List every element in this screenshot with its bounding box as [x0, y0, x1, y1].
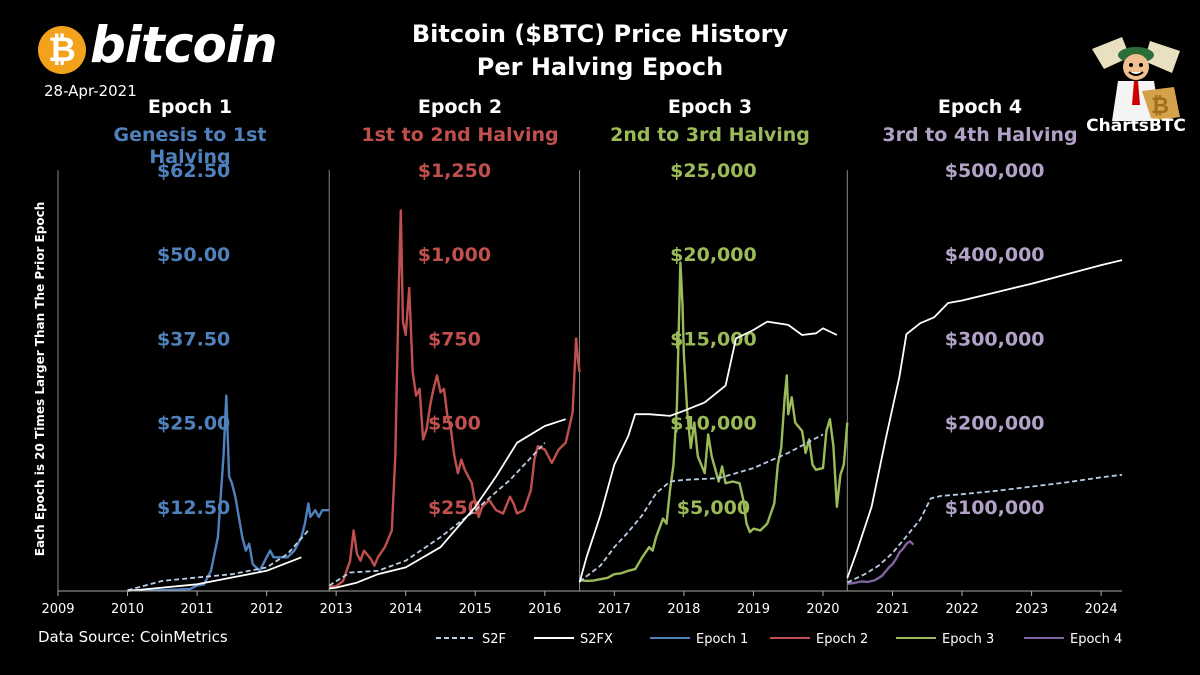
epoch-2-range: 1st to 2nd Halving — [361, 124, 559, 146]
y-tick-label: $20,000 — [670, 244, 757, 266]
y-tick-label: $200,000 — [945, 413, 1045, 435]
y-tick-label: $1,000 — [418, 244, 491, 266]
legend-swatch — [650, 637, 690, 639]
title-line-2: Per Halving Epoch — [476, 53, 724, 81]
x-tick-label: 2016 — [528, 602, 561, 617]
legend-swatch — [1024, 637, 1064, 639]
y-tick-label: $37.50 — [157, 328, 230, 350]
x-tick-label: 2017 — [598, 602, 631, 617]
x-tick-label: 2013 — [320, 602, 353, 617]
y-tick-label: $500 — [428, 413, 481, 435]
epoch-3-title: Epoch 3 — [667, 96, 753, 118]
legend-item-epoch-4: Epoch 4 — [1024, 632, 1122, 647]
x-tick-label: 2020 — [806, 602, 839, 617]
title-line-1: Bitcoin ($BTC) Price History — [411, 20, 789, 48]
chart-title: Bitcoin ($BTC) Price History Per Halving… — [380, 18, 820, 84]
legend-item-epoch-2: Epoch 2 — [770, 632, 868, 647]
epoch-1-header: Epoch 1 Genesis to 1st Halving — [70, 96, 310, 168]
x-tick-label: 2024 — [1085, 602, 1118, 617]
y-tick-label: $25,000 — [670, 160, 757, 182]
y-tick-label: $62.50 — [157, 160, 230, 182]
epoch-4-header: Epoch 4 3rd to 4th Halving — [860, 96, 1100, 146]
y-tick-label: $1,250 — [418, 160, 491, 182]
legend-label: Epoch 1 — [696, 632, 749, 647]
x-tick-label: 2010 — [111, 602, 144, 617]
chart-date: 28-Apr-2021 — [44, 82, 137, 100]
x-tick-label: 2009 — [41, 602, 74, 617]
legend-swatch — [896, 637, 936, 639]
x-tick-label: 2023 — [1015, 602, 1048, 617]
series-line-s2f — [127, 433, 1123, 592]
epoch-1-title: Epoch 1 — [147, 96, 233, 118]
series-line-epoch-4 — [847, 540, 915, 585]
x-axis: 2009 2010 2011 2012 2013 2014 2015 2016 2017 2018… — [41, 590, 1122, 617]
legend-label: S2F — [482, 632, 507, 647]
brand-label: ChartsBTC — [1086, 116, 1186, 136]
epoch-2-title: Epoch 2 — [417, 96, 503, 118]
epoch-3-header: Epoch 3 2nd to 3rd Halving — [590, 96, 830, 146]
y-tick-label: $12.50 — [157, 497, 230, 519]
legend-swatch — [770, 637, 810, 639]
x-tick-label: 2012 — [250, 602, 283, 617]
svg-text:₿: ₿ — [1151, 94, 1169, 119]
data-source: Data Source: CoinMetrics — [38, 628, 228, 646]
y-tick-label: $400,000 — [945, 244, 1045, 266]
logo-wordmark: bitcoin — [90, 16, 278, 74]
y-tick-label: $100,000 — [945, 497, 1045, 519]
series-line-epoch-2 — [329, 209, 581, 589]
y-tick-label: $500,000 — [945, 160, 1045, 182]
legend-item-epoch-1: Epoch 1 — [650, 632, 748, 647]
y-tick-label: $50.00 — [157, 244, 230, 266]
epoch-tick-labels: $12.50 $25.00 $37.50 $50.00 $62.50 $250 $500 $7… — [157, 160, 1045, 519]
epoch-4-range: 3rd to 4th Halving — [882, 124, 1078, 146]
series-line-epoch-1 — [127, 394, 330, 592]
legend-swatch — [436, 637, 476, 639]
epoch-dividers — [57, 170, 848, 591]
series-line-epoch-3 — [579, 261, 849, 583]
legend-item-s2f: S2F — [436, 632, 506, 647]
x-tick-label: 2019 — [737, 602, 770, 617]
y-tick-label: $5,000 — [677, 497, 750, 519]
legend-label: Epoch 2 — [816, 632, 869, 647]
x-tick-label: 2015 — [459, 602, 492, 617]
epoch-4-title: Epoch 4 — [937, 96, 1023, 118]
x-tick-label: 2018 — [667, 602, 700, 617]
series-layer — [127, 209, 1123, 592]
series-line-s2fx — [127, 259, 1123, 592]
legend-label: Epoch 3 — [942, 632, 995, 647]
epoch-2-header: Epoch 2 1st to 2nd Halving — [340, 96, 580, 146]
x-tick-label: 2014 — [389, 602, 422, 617]
x-tick-label: 2011 — [181, 602, 214, 617]
legend-item-s2fx: S2FX — [534, 632, 613, 647]
y-tick-label: $300,000 — [945, 328, 1045, 350]
y-tick-label: $750 — [428, 328, 481, 350]
chartsbtc-mascot-icon: ₿ — [1092, 37, 1180, 121]
legend-label: S2FX — [580, 632, 613, 647]
bitcoin-logo: ₿ bitcoin — [38, 16, 288, 84]
epoch-3-range: 2nd to 3rd Halving — [610, 124, 810, 146]
y-tick-label: $25.00 — [157, 413, 230, 435]
legend-item-epoch-3: Epoch 3 — [896, 632, 994, 647]
legend-label: Epoch 4 — [1070, 632, 1123, 647]
epoch-1-range: Genesis to 1st Halving — [113, 124, 267, 168]
x-tick-label: 2021 — [876, 602, 909, 617]
x-tick-label: 2022 — [946, 602, 979, 617]
y-tick-label: $10,000 — [670, 413, 757, 435]
legend-swatch — [534, 637, 574, 639]
bitcoin-coin-icon: ₿ — [38, 26, 86, 74]
y-tick-label: $250 — [428, 497, 481, 519]
